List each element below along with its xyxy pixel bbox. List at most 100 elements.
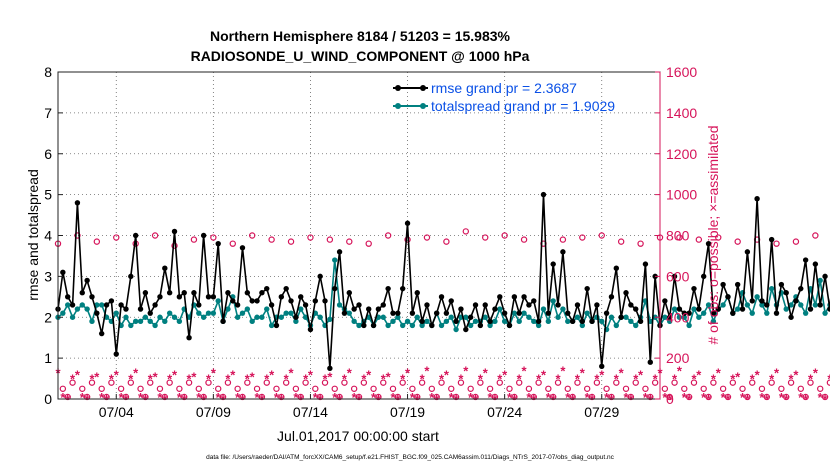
rmse-point [366,306,372,312]
obs-possible-point [418,379,426,386]
obs-assimilated-point: * [774,365,780,380]
rmse-point [521,294,527,300]
right-tick-label: 1600 [666,64,697,80]
obs-possible-point [312,385,319,392]
obs-possible-point [608,393,615,401]
obs-possible-point [59,385,67,392]
rmse-point [351,306,357,312]
obs-possible-point [749,379,756,386]
right-tick-label: 400 [666,309,690,325]
obs-possible-point [700,385,707,392]
totalspread-point [545,318,552,325]
right-axis: 0 200 400 600 800 1000 1200 1400 1600 [655,64,697,407]
rmse-point [74,200,81,206]
obs-assimilated-point: * [730,372,736,387]
obs-assimilated-point: * [653,372,659,387]
rmse-point [346,290,352,296]
obs-assimilated-point: * [784,392,790,407]
obs-possible-point [205,379,212,386]
obs-possible-point [268,236,275,243]
totalspread-point [676,314,683,320]
totalspread-point [356,322,362,329]
rmse-point [268,302,275,308]
totalspread-point [317,314,323,320]
totalspread-point [166,310,173,316]
x-tick-label: 07/14 [293,404,328,420]
obs-assimilated-point: * [444,367,450,382]
totalspread-point [152,322,158,329]
obs-assimilated-point: * [691,372,697,387]
rmse-point [249,298,255,304]
obs-possible-point [671,379,678,386]
obs-possible-point [83,393,91,401]
rmse-point [409,310,416,316]
obs-possible-point [190,236,198,243]
totalspread-point [234,314,241,320]
rmse-point [171,228,178,235]
obs-possible-point [763,393,771,401]
obs-assimilated-point: * [148,372,154,387]
obs-possible-point [719,385,727,392]
rmse-point [118,302,124,308]
rmse-point [438,294,445,300]
totalspread-point [215,298,221,304]
rmse-point [380,302,386,308]
totalspread-point [662,314,668,320]
rmse-point [492,306,498,312]
rmse-point [196,302,202,308]
legend: rmse grand pr = 2.3687 totalspread grand… [393,80,615,114]
obs-assimilated-point: * [206,372,212,387]
obs-assimilated-point: * [196,390,202,405]
obs-possible-point [593,379,601,386]
obs-assimilated-point: * [381,372,387,387]
obs-assimilated-point: * [716,365,722,380]
totalspread-point [385,322,391,329]
rmse-point [128,273,134,280]
obs-possible-point [307,234,314,241]
obs-assimilated-point: * [128,372,134,387]
rmse-point [307,326,314,333]
obs-possible-point [428,385,436,392]
obs-possible-point [685,393,693,401]
obs-possible-point [161,393,169,401]
rmse-point [327,365,333,372]
obs-possible-point [642,385,649,392]
obs-possible-point [812,232,819,239]
obs-assimilated-point: * [677,363,683,378]
totalspread-point [472,318,479,325]
obs-possible-point [171,242,178,249]
rmse-point [807,306,814,312]
obs-possible-point [482,234,489,241]
totalspread-point [599,318,605,325]
rmse-point [166,290,173,296]
obs-assimilated-point: * [813,365,819,380]
obs-possible-point [234,385,241,392]
obs-possible-point [564,385,571,392]
rmse-point [749,298,755,304]
obs-assimilated-point: * [109,372,115,387]
obs-possible-point [409,385,416,392]
obs-possible-point [710,379,717,386]
obs-possible-point [525,385,533,392]
totalspread-point [254,314,260,320]
totalspread-point [225,306,231,312]
rmse-point [501,310,508,316]
obs-assimilated-point: * [745,392,751,407]
totalspread-point [346,310,352,316]
obs-assimilated-point: * [643,390,649,405]
rmse-point [681,310,687,316]
left-axis: 0 1 2 3 4 5 6 7 8 [44,64,63,407]
obs-possible-point [263,379,270,386]
obs-possible-point [321,379,329,386]
totalspread-point [380,314,386,320]
obs-assimilated-point: * [60,390,66,405]
totalspread-point [540,306,547,312]
rmse-point [569,318,576,325]
obs-possible-point [647,393,654,401]
obs-possible-point [282,379,290,386]
rmse-point [535,318,542,325]
rmse-point [147,310,153,316]
rmse-point [283,285,289,292]
totalspread-point [196,310,202,316]
obs-possible-point [622,385,630,392]
